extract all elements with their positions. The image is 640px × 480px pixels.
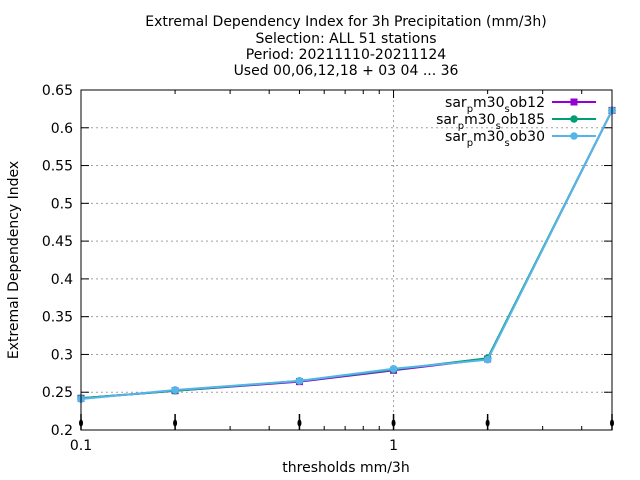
threshold-marker-dot [391, 419, 396, 427]
legend-label: sarpm30sob185 [436, 112, 545, 132]
x-tick-label: 1 [389, 438, 398, 454]
y-tick-label: 0.2 [51, 423, 73, 439]
series-point [171, 386, 179, 394]
threshold-marker-dot [485, 419, 490, 427]
series-group [77, 106, 616, 403]
threshold-marker-dot [297, 419, 302, 427]
title-line-2: Selection: ALL 51 stations [255, 31, 436, 47]
y-tick-label: 0.35 [42, 310, 73, 326]
axis-ticks: 0.2 0.25 0.3 0.35 0.4 0.45 0.5 0.55 0.6 0.65 0.1 1 [42, 83, 612, 454]
y-axis-label: Extremal Dependency Index [6, 161, 22, 359]
chart-title: Extremal Dependency Index for 3h Precipi… [145, 14, 546, 79]
series-line [80, 109, 613, 400]
y-tick-label: 0.6 [51, 121, 73, 137]
legend-marker [570, 115, 578, 123]
y-tick-label: 0.4 [51, 272, 73, 288]
x-axis-label: thresholds mm/3h [282, 460, 409, 476]
legend-label: sarpm30sob30 [445, 129, 545, 149]
title-line-4: Used 00,06,12,18 + 03 04 ... 36 [234, 63, 459, 79]
title-line-3: Period: 20211110-20211124 [246, 47, 446, 63]
legend-marker [570, 98, 578, 106]
x-tick-label: 0.1 [70, 438, 92, 454]
legend-marker [570, 132, 578, 140]
threshold-markers [79, 414, 614, 430]
plot-frame [80, 89, 613, 431]
title-line-1: Extremal Dependency Index for 3h Precipi… [145, 14, 546, 30]
threshold-marker-dot [173, 419, 178, 427]
y-tick-label: 0.3 [51, 347, 73, 363]
series-line [80, 109, 613, 400]
series-line [80, 109, 613, 401]
y-tick-label: 0.25 [42, 385, 73, 401]
y-tick-label: 0.45 [42, 234, 73, 250]
y-tick-label: 0.65 [42, 83, 73, 99]
y-tick-label: 0.5 [51, 196, 73, 212]
grid [81, 90, 612, 430]
y-tick-label: 0.55 [42, 159, 73, 175]
series-point [295, 377, 304, 385]
series-point [389, 365, 398, 373]
legend-label: sarpm30sob12 [445, 95, 545, 115]
series-point [483, 355, 492, 364]
